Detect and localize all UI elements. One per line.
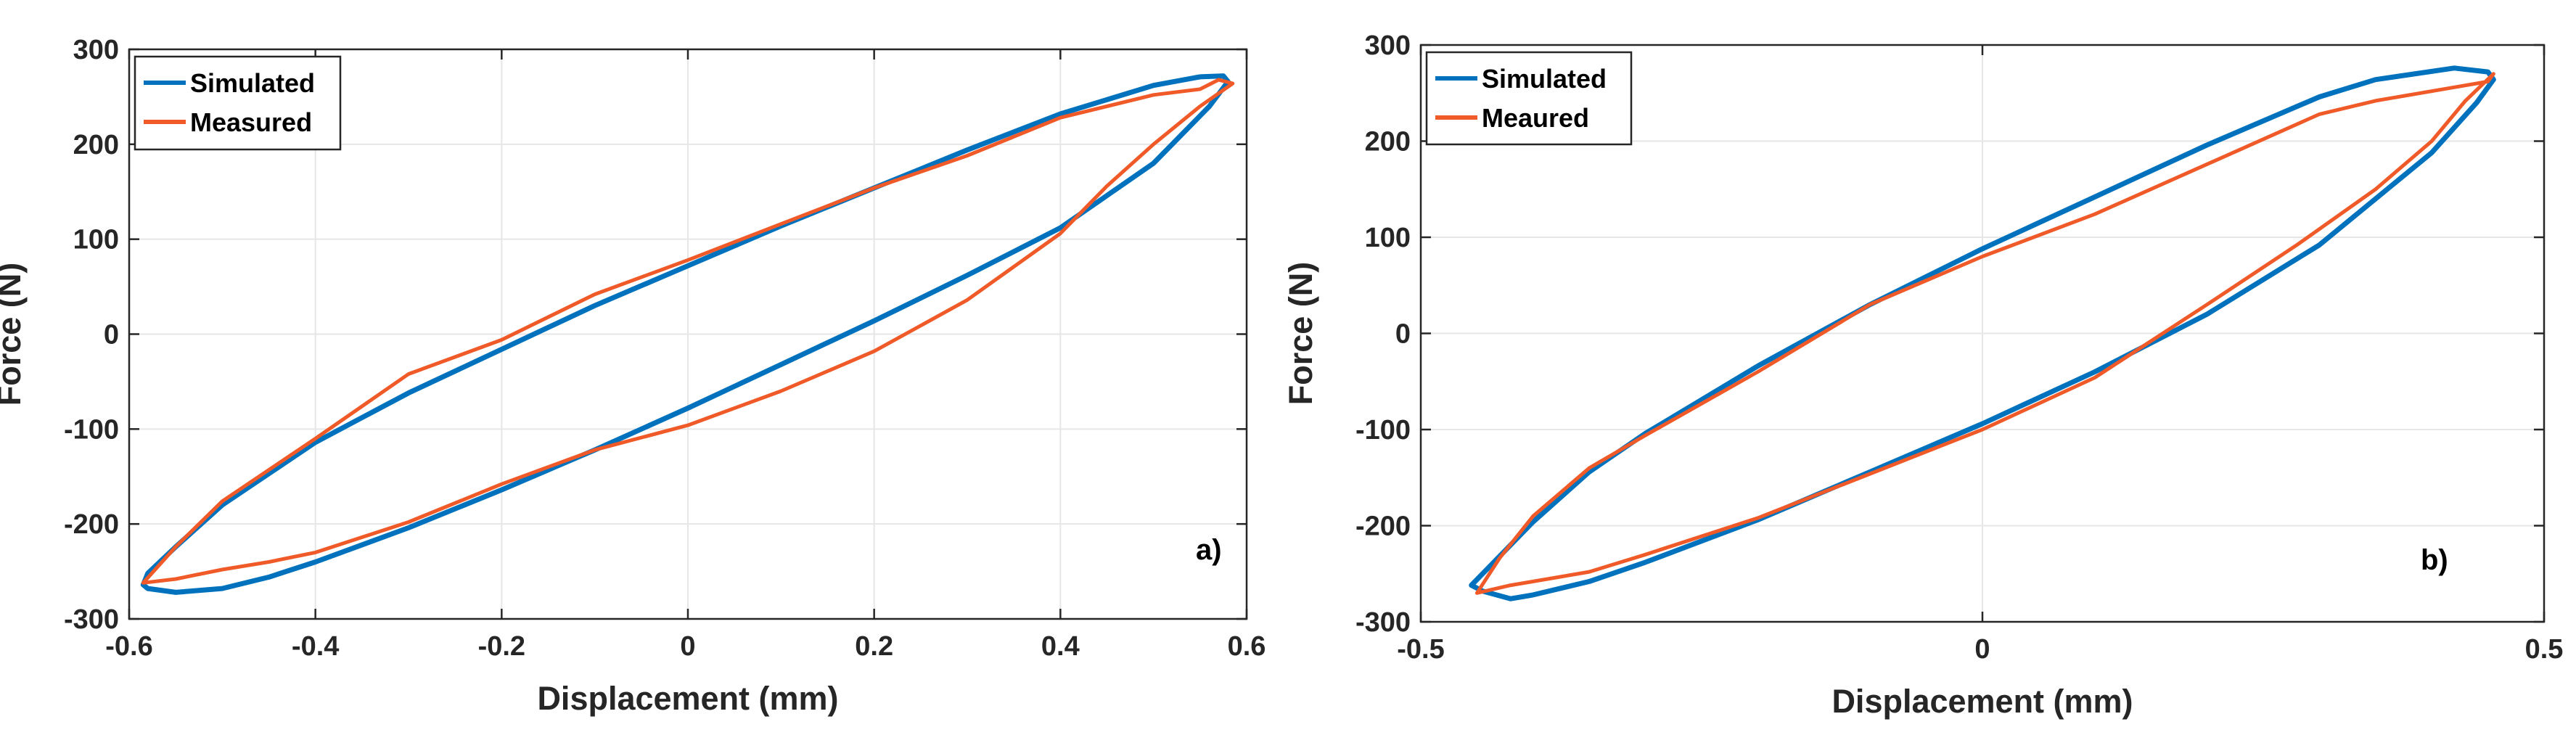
legend-box [1425,51,1633,146]
y-tick-label: -200 [64,509,119,540]
legend-label-simulated: Simulated [190,68,315,98]
series-line-measured [141,78,1235,585]
x-tick-label: 0.5 [2525,634,2564,665]
x-tick-label: -0.2 [478,631,525,662]
y-tick-label: -300 [64,604,119,635]
panel-label: a) [1196,534,1222,566]
y-tick-label: -300 [1355,607,1411,638]
y-tick-label: 300 [73,35,119,65]
y-tick-label: 200 [73,130,119,160]
series-line-meaured [1474,72,2495,595]
x-tick-label: 0 [1974,634,1990,665]
x-tick-label: 0.6 [1228,631,1266,662]
y-tick-label: 100 [73,225,119,255]
y-tick-label: 0 [104,320,119,350]
legend-label-meaured: Meaured [1482,103,1589,133]
x-tick-label: 0 [680,631,695,662]
series-line-simulated [140,73,1231,595]
y-tick-label: 100 [1365,223,1411,253]
y-tick-label: -100 [1355,415,1411,445]
panel-label: b) [2421,544,2448,576]
x-tick-label: 0.4 [1041,631,1080,662]
legend-box [134,55,342,151]
y-tick-label: -200 [1355,512,1411,542]
chart-panel-b: -0.5 0 0.5 -300 -200 -100 0 100 200 300 Displaceme… [1282,30,2563,720]
y-axis-title: Force (N) [0,263,28,406]
x-tick-label: -0.5 [1397,634,1444,665]
x-tick-label: -0.4 [292,631,339,662]
x-axis-title: Displacement (mm) [1831,683,2133,720]
legend: Simulated Meaured [1425,51,1633,146]
legend-label-simulated: Simulated [1482,64,1607,94]
x-tick-label: -0.6 [105,631,152,662]
x-axis-title: Displacement (mm) [537,680,838,717]
x-tick-label: 0.2 [855,631,893,662]
chart-panel-a: -0.6 -0.4 -0.2 0 0.2 0.4 0.6 -300 -200 -100 0 100 20… [0,35,1266,717]
legend: Simulated Measured [134,55,342,151]
y-tick-label: 0 [1395,319,1411,350]
y-tick-label: 300 [1365,30,1411,61]
y-tick-label: -100 [64,414,119,445]
y-axis-title: Force (N) [1282,262,1319,406]
y-tick-label: 200 [1365,127,1411,157]
legend-label-measured: Measured [190,107,312,137]
